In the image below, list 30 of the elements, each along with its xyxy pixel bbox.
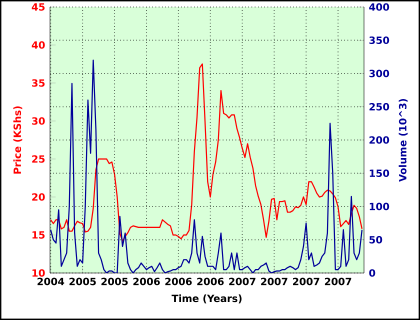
- x-tick-label: 2007: [293, 278, 320, 286]
- y-tick-label: 20: [32, 193, 45, 201]
- y-tick-label: 35: [32, 79, 45, 87]
- y2-tick-label: 250: [370, 102, 390, 111]
- y2-axis-title: Volume (10^3): [398, 99, 408, 182]
- y2-tick-label: 300: [369, 70, 390, 78]
- x-tick-label: 2006: [133, 278, 160, 286]
- x-tick-label: 2006: [197, 278, 224, 286]
- x-tick-label: 2006: [165, 278, 192, 286]
- x-tick-label: 2007: [229, 278, 256, 286]
- y2-tick-label: 50: [369, 236, 382, 244]
- y-axis-title: Price (KShs): [13, 106, 22, 174]
- y-tick-label: 45: [32, 3, 45, 11]
- x-tick-label: 2007: [324, 278, 352, 286]
- y2-tick-label: 0: [369, 269, 376, 277]
- y2-tick-label: 400: [369, 3, 390, 11]
- x-tick-label: 2005: [69, 278, 96, 286]
- x-tick-label: 2007: [261, 278, 288, 286]
- x-tick-label: 2004: [38, 278, 64, 286]
- x-axis-title: Time (Years): [172, 294, 242, 304]
- y2-tick-label: 200: [370, 136, 390, 144]
- y-tick-label: 15: [32, 231, 45, 239]
- y-tick-label: 40: [32, 41, 45, 49]
- y2-tick-label: 350: [369, 36, 390, 44]
- y-tick-label: 30: [32, 117, 45, 125]
- y2-tick-label: 150: [370, 169, 390, 178]
- y-tick-label: 10: [32, 269, 45, 277]
- y-tick-label: 25: [32, 155, 45, 163]
- y2-tick-label: 100: [370, 202, 390, 210]
- x-tick-label: 2005: [101, 278, 128, 286]
